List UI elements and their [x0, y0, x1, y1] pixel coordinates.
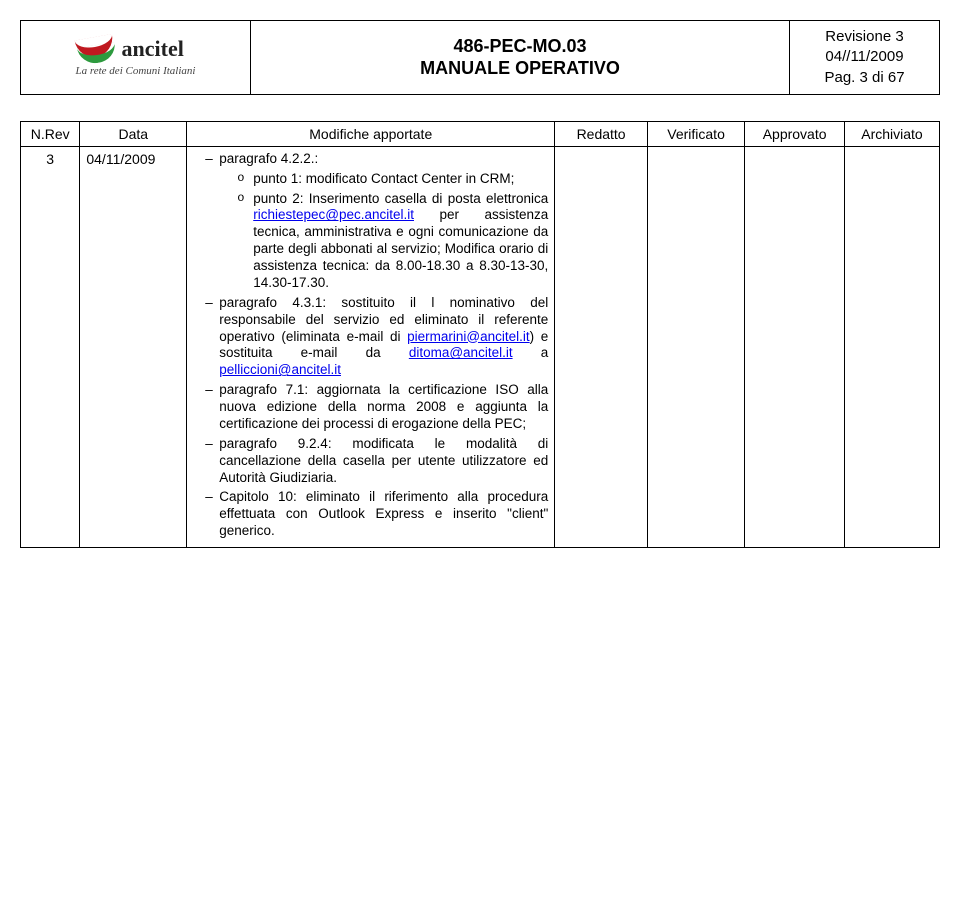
mod-subitem-2a: punto 2: Inserimento casella di posta el… [253, 191, 548, 206]
mod-item-1-intro: paragrafo 4.2.2.: [219, 151, 318, 166]
mod-item-4: paragrafo 9.2.4: modificata le modalità … [205, 436, 548, 487]
modifiche-body: paragrafo 4.2.2.: punto 1: modificato Co… [193, 151, 548, 540]
table-row: 3 04/11/2009 paragrafo 4.2.2.: punto 1: … [21, 146, 940, 547]
col-nrev: N.Rev [21, 121, 80, 146]
doc-title-cell: 486-PEC-MO.03 MANUALE OPERATIVO [251, 21, 790, 95]
swoosh-icon [76, 35, 116, 63]
cell-modifiche: paragrafo 4.2.2.: punto 1: modificato Co… [187, 146, 555, 547]
col-modifiche: Modifiche apportate [187, 121, 555, 146]
cell-data: 04/11/2009 [80, 146, 187, 547]
cell-nrev: 3 [21, 146, 80, 547]
revision-label: Revisione 3 [798, 27, 931, 47]
col-approvato: Approvato [745, 121, 845, 146]
col-redatto: Redatto [555, 121, 648, 146]
revision-table: N.Rev Data Modifiche apportate Redatto V… [20, 121, 940, 548]
brand-logo: ancitel La rete dei Comuni Italiani [76, 35, 196, 77]
doc-code: 486-PEC-MO.03 [259, 35, 781, 58]
revision-cell: Revisione 3 04//11/2009 Pag. 3 di 67 [790, 21, 940, 95]
revision-date: 04//11/2009 [798, 47, 931, 67]
brand-name: ancitel [122, 36, 184, 62]
table-header-row: N.Rev Data Modifiche apportate Redatto V… [21, 121, 940, 146]
logo-cell: ancitel La rete dei Comuni Italiani [21, 21, 251, 95]
email-link-richiestepec[interactable]: richiestepec@pec.ancitel.it [253, 207, 414, 222]
cell-approvato [745, 146, 845, 547]
email-link-piermarini[interactable]: piermarini@ancitel.it [407, 329, 530, 344]
cell-archiviato [844, 146, 939, 547]
doc-title: MANUALE OPERATIVO [259, 57, 781, 80]
mod-item-2c: a [513, 345, 549, 360]
cell-verificato [647, 146, 744, 547]
mod-item-1: paragrafo 4.2.2.: punto 1: modificato Co… [205, 151, 548, 292]
email-link-ditoma[interactable]: ditoma@ancitel.it [409, 345, 513, 360]
mod-subitem-2: punto 2: Inserimento casella di posta el… [237, 191, 548, 292]
document-page: ancitel La rete dei Comuni Italiani 486-… [20, 20, 940, 548]
email-link-pelliccioni[interactable]: pelliccioni@ancitel.it [219, 362, 341, 377]
col-verificato: Verificato [647, 121, 744, 146]
mod-item-2: paragrafo 4.3.1: sostituito il l nominat… [205, 295, 548, 379]
mod-subitem-1-text: punto 1: modificato Contact Center in CR… [253, 171, 514, 186]
cell-redatto [555, 146, 648, 547]
mod-subitem-1: punto 1: modificato Contact Center in CR… [237, 171, 548, 188]
col-data: Data [80, 121, 187, 146]
col-archiviato: Archiviato [844, 121, 939, 146]
mod-item-5: Capitolo 10: eliminato il riferimento al… [205, 489, 548, 540]
page-label: Pag. 3 di 67 [798, 68, 931, 88]
brand-tagline: La rete dei Comuni Italiani [76, 65, 196, 77]
mod-item-3: paragrafo 7.1: aggiornata la certificazi… [205, 382, 548, 433]
header-table: ancitel La rete dei Comuni Italiani 486-… [20, 20, 940, 95]
